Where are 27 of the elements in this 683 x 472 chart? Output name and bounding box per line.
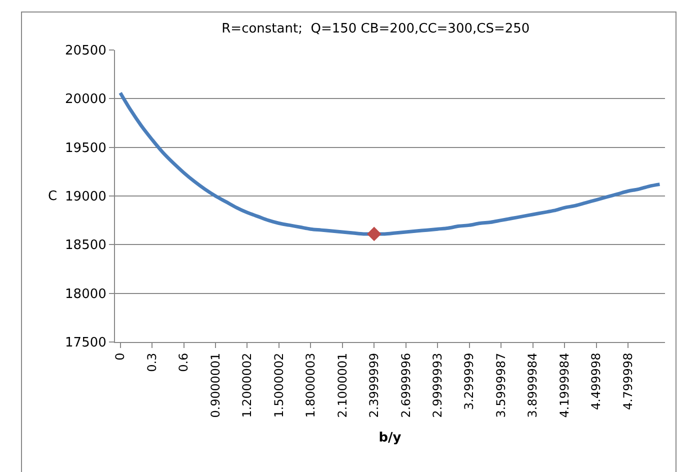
y-tick-label: 18500	[65, 238, 106, 254]
x-tick-label: 3.5999987	[494, 352, 508, 418]
y-axis-title: C	[48, 189, 58, 204]
chart-title: R=constant; Q=150 CB=200,CC=300,CS=250	[222, 22, 530, 37]
x-tick-label: 4.799998	[620, 352, 635, 410]
x-tick-label: 0.9000001	[208, 352, 222, 418]
x-tick-label: 0.6	[176, 352, 191, 372]
x-axis-title: b/y	[378, 430, 402, 446]
x-tick-label: 2.9999993	[430, 352, 444, 418]
y-tick-label: 19500	[65, 140, 106, 156]
x-tick-label: 2.3999999	[367, 352, 382, 418]
x-tick-label: 2.1000001	[335, 352, 350, 418]
x-tick-label: 1.2000002	[240, 352, 254, 418]
y-tick-label: 18000	[65, 286, 106, 302]
x-tick-label: 3.8999984	[526, 352, 540, 418]
y-tick-label: 19000	[65, 190, 106, 205]
x-tick-label: 0	[113, 352, 128, 360]
x-tick-label: 1.5000002	[272, 352, 286, 418]
x-tick-label: 4.1999984	[557, 352, 572, 418]
y-tick-label: 17500	[65, 336, 106, 351]
x-tick-label: 0.3	[144, 352, 159, 372]
y-tick-label: 20000	[65, 92, 106, 108]
x-tick-label: 3.299999	[462, 352, 476, 410]
x-tick-label: 1.8000003	[304, 352, 318, 418]
x-tick-label: 2.6999996	[398, 352, 413, 418]
y-tick-label: 20500	[65, 44, 106, 59]
x-tick-label: 4.499998	[589, 352, 604, 410]
